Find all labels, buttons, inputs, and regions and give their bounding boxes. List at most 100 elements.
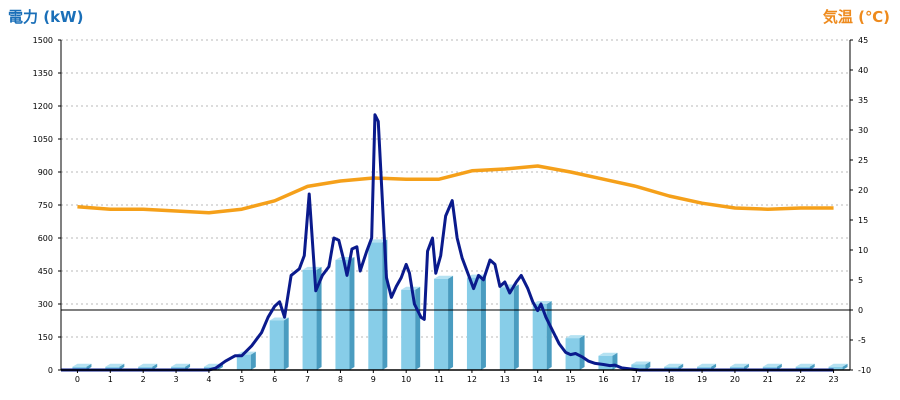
bar-side bbox=[546, 301, 552, 370]
x-tick-label: 20 bbox=[730, 375, 740, 384]
bar bbox=[466, 277, 481, 370]
bar bbox=[434, 278, 449, 370]
x-tick-label: 7 bbox=[305, 375, 310, 384]
x-tick-label: 15 bbox=[565, 375, 575, 384]
bar-side bbox=[711, 363, 717, 370]
left-tick-label: 600 bbox=[38, 234, 53, 243]
bar-top bbox=[105, 363, 125, 367]
x-tick-label: 13 bbox=[500, 375, 510, 384]
x-tick-label: 22 bbox=[796, 375, 806, 384]
bar-top bbox=[729, 363, 749, 367]
left-axis-title: 電力 (kW) bbox=[8, 8, 84, 26]
x-tick-label: 19 bbox=[697, 375, 707, 384]
bar bbox=[105, 366, 120, 370]
bar-side bbox=[579, 335, 585, 370]
left-tick-label: 300 bbox=[38, 300, 53, 309]
x-tick-label: 0 bbox=[75, 375, 80, 384]
bar-side bbox=[185, 363, 191, 370]
bar-top bbox=[434, 275, 454, 279]
bar-side bbox=[448, 275, 454, 370]
x-tick-label: 21 bbox=[763, 375, 773, 384]
x-tick-label: 14 bbox=[533, 375, 543, 384]
bar-top bbox=[795, 363, 815, 367]
right-tick-label: 35 bbox=[858, 96, 868, 105]
bar bbox=[729, 366, 744, 370]
x-tick-label: 10 bbox=[401, 375, 411, 384]
right-tick-label: 40 bbox=[858, 66, 868, 75]
bar-top bbox=[171, 363, 191, 367]
bar-top bbox=[828, 363, 848, 367]
right-tick-label: 15 bbox=[858, 216, 868, 225]
bar-side bbox=[152, 363, 158, 370]
right-tick-label: 0 bbox=[858, 306, 863, 315]
right-axis-title: 気温 (℃) bbox=[822, 8, 890, 26]
x-tick-label: 2 bbox=[141, 375, 146, 384]
bar-top bbox=[598, 352, 618, 356]
bar-top bbox=[532, 301, 552, 304]
bar-top bbox=[631, 361, 651, 365]
bar bbox=[302, 269, 317, 370]
bar-top bbox=[565, 335, 585, 339]
right-tick-label: 10 bbox=[858, 246, 868, 255]
x-tick-label: 6 bbox=[272, 375, 277, 384]
bar bbox=[664, 366, 679, 370]
x-tick-label: 16 bbox=[598, 375, 608, 384]
bar-top bbox=[138, 363, 158, 367]
right-tick-label: -10 bbox=[858, 366, 871, 375]
left-tick-label: 750 bbox=[38, 201, 53, 210]
x-tick-label: 3 bbox=[174, 375, 179, 384]
x-tick-label: 12 bbox=[467, 375, 477, 384]
bar bbox=[499, 287, 514, 370]
bar-side bbox=[842, 363, 848, 370]
bar-top bbox=[72, 363, 92, 367]
right-tick-label: 30 bbox=[858, 126, 868, 135]
bar bbox=[631, 364, 646, 370]
x-tick-label: 11 bbox=[434, 375, 444, 384]
left-tick-label: 450 bbox=[38, 267, 53, 276]
x-tick-label: 9 bbox=[371, 375, 376, 384]
bar bbox=[335, 260, 350, 370]
bar-side bbox=[678, 363, 684, 370]
bar bbox=[236, 354, 251, 370]
bar-top bbox=[697, 363, 717, 367]
bar bbox=[697, 366, 712, 370]
x-tick-label: 8 bbox=[338, 375, 343, 384]
right-tick-label: 25 bbox=[858, 156, 868, 165]
bar-side bbox=[86, 363, 92, 370]
right-tick-label: 5 bbox=[858, 276, 863, 285]
power-line bbox=[61, 113, 834, 372]
bar-side bbox=[809, 363, 815, 370]
right-tick-label: 45 bbox=[858, 36, 868, 45]
bar bbox=[269, 320, 284, 370]
bar-side bbox=[513, 284, 519, 370]
bar-top bbox=[368, 239, 388, 243]
left-tick-label: 150 bbox=[38, 333, 53, 342]
x-tick-label: 17 bbox=[631, 375, 641, 384]
right-tick-label: 20 bbox=[858, 186, 868, 195]
left-tick-label: 900 bbox=[38, 168, 53, 177]
bar-side bbox=[283, 317, 289, 370]
bar-side bbox=[480, 274, 486, 370]
x-tick-label: 18 bbox=[664, 375, 674, 384]
x-tick-label: 1 bbox=[108, 375, 113, 384]
bar bbox=[532, 304, 547, 370]
left-tick-label: 1350 bbox=[33, 69, 53, 78]
left-tick-label: 1050 bbox=[33, 135, 53, 144]
bar bbox=[138, 366, 153, 370]
left-tick-label: 0 bbox=[48, 366, 53, 375]
bar-side bbox=[776, 363, 782, 370]
bar bbox=[368, 242, 383, 370]
bar-side bbox=[645, 361, 651, 370]
bar-side bbox=[743, 363, 749, 370]
bar bbox=[828, 366, 843, 370]
x-tick-label: 23 bbox=[828, 375, 838, 384]
x-tick-label: 5 bbox=[239, 375, 244, 384]
bar bbox=[795, 366, 810, 370]
x-tick-label: 4 bbox=[206, 375, 211, 384]
bar bbox=[72, 366, 87, 370]
bar-side bbox=[349, 257, 355, 370]
left-tick-label: 1200 bbox=[33, 102, 53, 111]
bar-top bbox=[302, 266, 322, 270]
